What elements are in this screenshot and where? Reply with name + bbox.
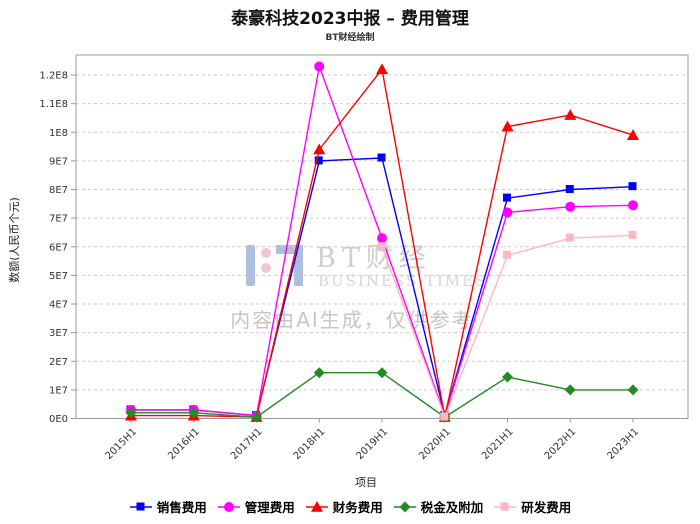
series-marker xyxy=(188,407,200,419)
series-marker xyxy=(502,371,513,383)
series-marker xyxy=(377,233,387,244)
x-tick-label: 2021H1 xyxy=(480,426,516,462)
y-tick-label: 0E0 xyxy=(49,414,68,425)
legend-marker-icon xyxy=(129,502,152,510)
x-tick-label: 2018H1 xyxy=(292,426,328,462)
axis-ticks xyxy=(71,74,634,423)
series-税金及附加 xyxy=(125,367,639,423)
legend-label: 税金及附加 xyxy=(420,500,484,515)
series-marker xyxy=(377,153,386,162)
series-marker xyxy=(565,185,574,194)
legend-marker xyxy=(500,502,509,510)
bt-logo-bar-icon xyxy=(246,245,255,286)
bt-logo-dot-icon xyxy=(261,248,271,258)
series-marker xyxy=(313,143,326,155)
watermark-disclaimer: 内容由AI生成，仅供参考 xyxy=(230,308,474,332)
y-tick-label: 3E7 xyxy=(49,328,68,339)
series-marker xyxy=(628,230,637,239)
series-marker xyxy=(627,129,639,140)
series-marker xyxy=(251,411,262,423)
series-marker xyxy=(564,384,576,396)
y-tick-label: 7E7 xyxy=(49,214,68,225)
bt-logo-dot-icon xyxy=(261,263,271,273)
series-marker xyxy=(313,367,325,379)
series-marker xyxy=(125,407,137,419)
chart-title: 泰豪科技2023中报 – 费用管理 xyxy=(231,8,469,29)
legend-marker-icon xyxy=(217,501,240,512)
legend-marker-icon xyxy=(393,501,416,512)
x-tick-label: 2017H1 xyxy=(229,426,265,462)
y-tick-label: 1E8 xyxy=(49,128,68,139)
series-marker xyxy=(502,207,513,218)
series-marker xyxy=(565,233,574,242)
series-marker xyxy=(314,156,323,165)
x-tick-label: 2019H1 xyxy=(355,426,391,462)
x-tick-label: 2023H1 xyxy=(606,426,642,462)
series-marker xyxy=(501,120,514,132)
series-marker xyxy=(376,367,388,379)
y-axis-title: 数额(人民币个元) xyxy=(8,197,21,283)
x-tick-label: 2015H1 xyxy=(104,426,140,462)
legend-item-财务费用: 财务费用 xyxy=(305,497,383,516)
series-marker xyxy=(627,384,639,396)
y-tick-label: 1.2E8 xyxy=(39,71,68,82)
legend-label: 销售费用 xyxy=(156,500,207,515)
y-tick-label: 1.1E8 xyxy=(39,99,68,110)
y-tick-labels: 0E0 1E7 2E7 3E7 4E7 5E7 6E7 7E7 8E7 9E7 1E8 1.1E8 1.… xyxy=(39,71,68,425)
y-tick-label: 5E7 xyxy=(49,271,68,282)
chart-legend: 销售费用 管理费用 财务费用 税金及附加 研发费用 xyxy=(0,497,700,516)
legend-item-税金及附加: 税金及附加 xyxy=(393,497,484,516)
watermark-logo xyxy=(246,245,303,286)
y-tick-label: 2E7 xyxy=(49,357,68,368)
series-marker xyxy=(564,109,577,120)
legend-label: 管理费用 xyxy=(244,500,295,515)
legend-item-研发费用: 研发费用 xyxy=(493,497,571,516)
series-marker xyxy=(565,201,576,212)
data-series xyxy=(125,61,639,423)
y-tick-label: 6E7 xyxy=(49,242,68,253)
series-marker xyxy=(503,250,511,259)
legend-marker xyxy=(399,501,411,512)
series-marker xyxy=(628,200,638,211)
legend-label: 财务费用 xyxy=(332,500,383,515)
y-tick-label: 9E7 xyxy=(49,156,68,167)
chart-subtitle: BT财经绘制 xyxy=(326,31,375,43)
legend-label: 研发费用 xyxy=(521,500,572,515)
series-研发费用 xyxy=(377,230,637,421)
legend-item-管理费用: 管理费用 xyxy=(217,497,295,516)
x-tick-label: 2016H1 xyxy=(166,426,202,462)
gridlines xyxy=(76,74,688,391)
x-tick-labels: 2015H1 2016H1 2017H1 2018H1 2019H1 2020H1 2021… xyxy=(104,426,642,462)
x-axis-title: 项目 xyxy=(355,476,377,489)
x-tick-label: 2020H1 xyxy=(417,426,453,462)
legend-marker xyxy=(136,502,145,510)
series-marker xyxy=(503,193,511,202)
watermark-brand-sub: BUSINESS TIMES xyxy=(318,272,488,290)
watermark-brand: BT财经 xyxy=(316,243,432,274)
legend-marker-icon xyxy=(494,502,517,510)
series-marker xyxy=(314,61,325,72)
legend-item-销售费用: 销售费用 xyxy=(129,497,207,516)
series-marker xyxy=(628,182,637,191)
series-marker xyxy=(377,242,386,251)
legend-marker-icon xyxy=(305,500,328,512)
legend-marker xyxy=(223,501,234,512)
x-tick-label: 2022H1 xyxy=(543,426,579,462)
series-marker xyxy=(376,63,388,75)
y-tick-label: 8E7 xyxy=(49,185,68,196)
legend-marker xyxy=(310,500,323,512)
y-tick-label: 1E7 xyxy=(49,385,68,396)
series-marker xyxy=(440,412,449,421)
y-tick-label: 4E7 xyxy=(49,300,68,311)
